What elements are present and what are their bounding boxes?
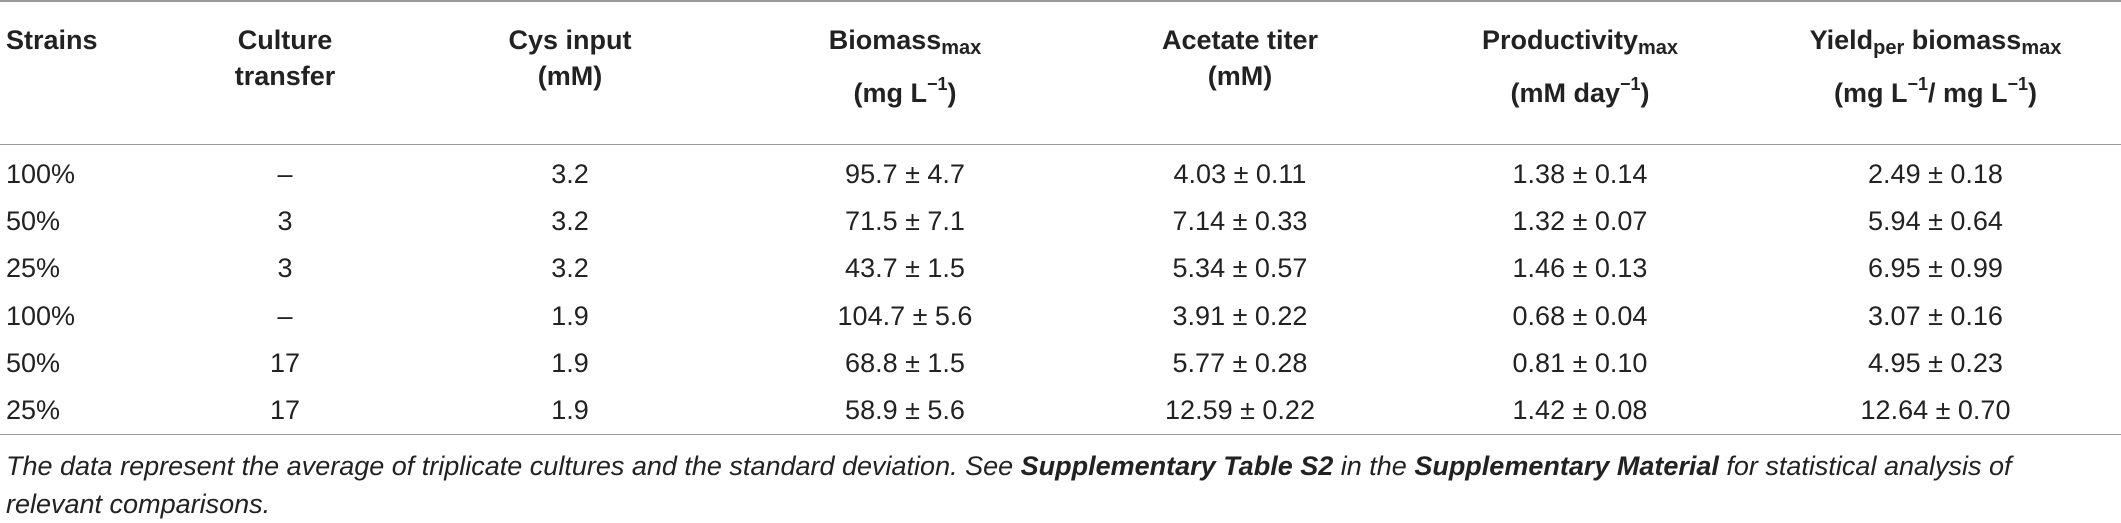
table-row: 100% – 1.9 104.7 ± 5.6 3.91 ± 0.22 0.68 … (0, 293, 2121, 340)
supplementary-material-ref: Supplementary Material (1414, 451, 1719, 482)
cell-strain: 50% (6, 206, 61, 237)
cell-biomass: 43.7 ± 1.5 (845, 253, 965, 284)
cell-strain: 100% (6, 159, 76, 189)
cell-cys-input: 3.2 (551, 206, 589, 237)
cell-productivity: 1.46 ± 0.13 (1512, 253, 1648, 284)
cell-yield: 4.95 ± 0.23 (1868, 348, 2003, 379)
cell-strain: 100% (6, 300, 76, 331)
cell-productivity: 1.38 ± 0.14 (1512, 159, 1648, 189)
cell-cys-input: 1.9 (551, 300, 589, 331)
results-table: Strains Culture transfer Cys input (mM) … (0, 1, 2121, 435)
table-footnote: The data represent the average of tripli… (0, 435, 2121, 523)
supplementary-table-ref: Supplementary Table S2 (1020, 451, 1334, 482)
cell-culture-transfer: 17 (269, 395, 301, 426)
cell-biomass: 95.7 ± 4.7 (845, 159, 965, 189)
table-row: 50% 17 1.9 68.8 ± 1.5 5.77 ± 0.28 0.81 ±… (0, 340, 2121, 387)
cell-biomass: 71.5 ± 7.1 (845, 206, 965, 237)
cell-acetate-titer: 5.77 ± 0.28 (1172, 348, 1308, 379)
table-row: 100% – 3.2 95.7 ± 4.7 4.03 ± 0.11 1.38 ±… (0, 145, 2121, 199)
cell-yield: 5.94 ± 0.64 (1868, 206, 2003, 237)
cell-strain: 25% (6, 395, 61, 426)
cell-acetate-titer: 7.14 ± 0.33 (1172, 206, 1308, 237)
cell-acetate-titer: 12.59 ± 0.22 (1165, 395, 1315, 426)
cell-culture-transfer: 3 (277, 206, 293, 237)
cell-acetate-titer: 3.91 ± 0.22 (1172, 300, 1308, 331)
cell-cys-input: 3.2 (551, 159, 589, 189)
cell-culture-transfer: – (277, 159, 293, 189)
cell-yield: 3.07 ± 0.16 (1868, 300, 2003, 331)
cell-biomass: 58.9 ± 5.6 (845, 395, 965, 426)
cell-acetate-titer: 4.03 ± 0.11 (1173, 159, 1307, 189)
header-culture-transfer: Culture transfer (234, 25, 336, 91)
header-acetate-titer: Acetate titer (mM) (1161, 25, 1319, 91)
cell-productivity: 0.68 ± 0.04 (1512, 300, 1648, 331)
footnote-text: for statistical analysis of relevant com… (6, 451, 2012, 520)
table-row: 25% 3 3.2 43.7 ± 1.5 5.34 ± 0.57 1.46 ± … (0, 245, 2121, 292)
header-biomass-max: Biomassmax (mg L−1) (828, 25, 982, 108)
header-strains: Strains (6, 25, 98, 55)
cell-yield: 2.49 ± 0.18 (1868, 159, 2003, 189)
cell-biomass: 68.8 ± 1.5 (845, 348, 965, 379)
cell-culture-transfer: – (277, 300, 293, 331)
cell-productivity: 0.81 ± 0.10 (1512, 348, 1648, 379)
cell-strain: 50% (6, 348, 61, 379)
cell-cys-input: 3.2 (551, 253, 589, 284)
header-cys-input: Cys input (mM) (508, 25, 632, 91)
cell-cys-input: 1.9 (551, 348, 589, 379)
cell-strain: 25% (6, 253, 61, 284)
cell-yield: 6.95 ± 0.99 (1868, 253, 2003, 284)
cell-productivity: 1.42 ± 0.08 (1512, 395, 1648, 426)
table-row: 25% 17 1.9 58.9 ± 5.6 12.59 ± 0.22 1.42 … (0, 387, 2121, 435)
cell-productivity: 1.32 ± 0.07 (1512, 206, 1648, 237)
cell-biomass: 104.7 ± 5.6 (837, 300, 973, 331)
cell-cys-input: 1.9 (551, 395, 589, 426)
header-productivity-max: Productivitymax (mM day−1) (1481, 25, 1679, 108)
table-header-row: Strains Culture transfer Cys input (mM) … (0, 1, 2121, 145)
header-yield-per-biomass-max: Yieldper biomassmax (mg L−1/ mg L−1) (1809, 25, 2062, 108)
cell-yield: 12.64 ± 0.70 (1860, 395, 2011, 426)
cell-culture-transfer: 3 (277, 253, 293, 284)
cell-acetate-titer: 5.34 ± 0.57 (1172, 253, 1308, 284)
table-row: 50% 3 3.2 71.5 ± 7.1 7.14 ± 0.33 1.32 ± … (0, 198, 2121, 245)
footnote-text: The data represent the average of tripli… (6, 451, 1021, 482)
cell-culture-transfer: 17 (269, 348, 301, 379)
footnote-text: in the (1333, 451, 1415, 482)
